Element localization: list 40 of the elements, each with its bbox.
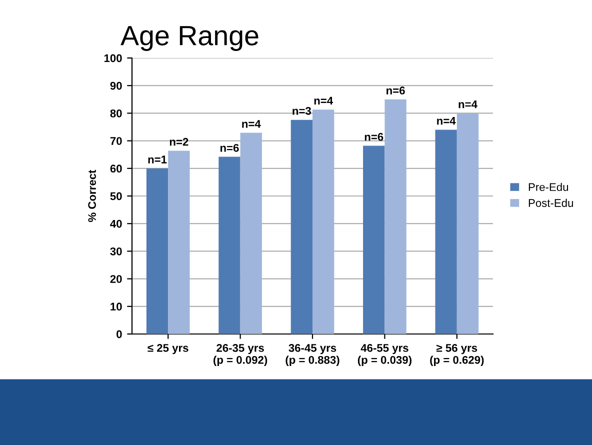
y-tick-label: 0 (116, 330, 122, 338)
y-tick-label: 100 (104, 54, 122, 62)
bar (290, 120, 312, 334)
annotation: n=6 (386, 86, 405, 94)
y-tick-label: 70 (110, 137, 122, 145)
y-tick-label: 20 (110, 275, 122, 283)
bar (435, 130, 457, 334)
bar (218, 156, 240, 334)
x-tick-label: 26-35 yrs (p = 0.092) (214, 344, 268, 366)
bar (168, 150, 190, 334)
y-tick-label: 30 (110, 247, 122, 256)
annotation: n=4 (458, 100, 478, 108)
x-tick-label: 46-55 yrs (p = 0.039) (358, 344, 412, 366)
annotation: n=6 (220, 144, 239, 152)
y-tick-label: 40 (110, 220, 122, 228)
annotation: n=4 (437, 117, 456, 125)
bar (384, 99, 406, 334)
y-tick-label: 60 (110, 164, 122, 173)
chart-title: Age Range (120, 26, 258, 51)
y-tick-label: 50 (110, 192, 122, 200)
annotation: n=4 (242, 120, 261, 128)
annotation: n=2 (170, 138, 188, 146)
bar (456, 113, 479, 334)
bar (240, 132, 262, 334)
annotation: n=1 (148, 156, 167, 164)
y-axis-title: % Correct (88, 170, 96, 222)
y-tick-label: 10 (110, 302, 122, 311)
legend-label: Post-Edu (528, 198, 573, 207)
x-tick-label: ≤ 25 yrs (148, 344, 188, 354)
bar (312, 110, 334, 334)
x-tick-label: ≥ 56 yrs (p = 0.629) (430, 344, 484, 366)
annotation: n=4 (314, 96, 333, 105)
y-tick-label: 90 (110, 82, 122, 90)
y-tick-label: 80 (110, 109, 122, 118)
legend-label: Pre-Edu (528, 182, 568, 192)
bar (363, 146, 385, 334)
annotation: n=6 (364, 132, 384, 141)
bar (146, 168, 168, 334)
x-tick-label: 36-45 yrs (p = 0.883) (286, 344, 340, 366)
annotation: n=3 (292, 106, 311, 115)
